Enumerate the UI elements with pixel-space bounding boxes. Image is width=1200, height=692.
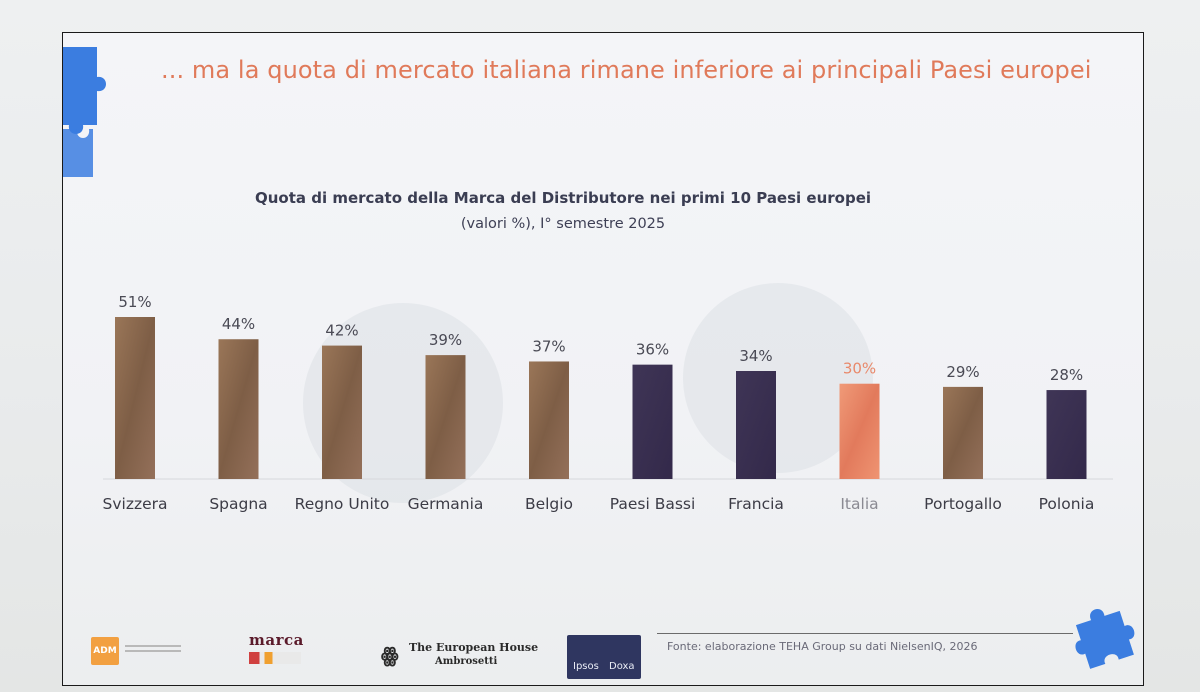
ipsos-label: Ipsos [573, 661, 599, 672]
bar-value-label: 39% [429, 331, 462, 349]
bar-value-label: 37% [532, 337, 565, 355]
category-label: Germania [408, 495, 484, 513]
adm-logo-mark: ADM [91, 637, 119, 665]
bar-polonia [1046, 390, 1087, 479]
ipsos-doxa-logo: Ipsos Doxa [567, 635, 641, 679]
doxa-label: Doxa [609, 661, 635, 672]
category-label: Portogallo [924, 495, 1002, 513]
category-label: Francia [728, 495, 784, 513]
bar-italia [839, 383, 880, 479]
teh-logo-line2: Ambrosetti [435, 656, 498, 667]
footer-divider [657, 633, 1073, 634]
marca-logo-word: marca [249, 631, 304, 649]
category-label: Regno Unito [295, 495, 390, 513]
chart-subtitle: (valori %), I° semestre 2025 [460, 216, 666, 232]
bar-value-label: 42% [325, 322, 358, 340]
category-label: Paesi Bassi [610, 495, 696, 513]
bar-value-label: 51% [118, 293, 151, 311]
category-label: Belgio [525, 495, 573, 513]
adm-logo: ADM [91, 637, 187, 667]
bar-value-label: 36% [636, 341, 669, 359]
puzzle-piece-icon [1075, 609, 1135, 669]
the-european-house-logo: ꙮ The European House Ambrosetti [381, 639, 538, 673]
bar-germania [425, 355, 466, 479]
category-label: Italia [840, 495, 878, 513]
bar-paesi-bassi [632, 364, 673, 479]
teh-symbol-icon: ꙮ [381, 643, 399, 667]
category-label: Spagna [209, 495, 267, 513]
category-label: Polonia [1039, 495, 1095, 513]
source-note: Fonte: elaborazione TEHA Group su dati N… [667, 640, 978, 653]
bar-value-label: 44% [222, 315, 255, 333]
bar-belgio [529, 361, 569, 479]
slide-title: ... ma la quota di mercato italiana rima… [161, 56, 1092, 84]
bar-chart: 51% Svizzera 44% Spagna 42% Regno Unito 39% Ger… [103, 293, 1113, 513]
chart-title: Quota di mercato della Marca del Distrib… [254, 189, 872, 207]
bar-francia [736, 371, 776, 479]
puzzle-piece-icon [63, 47, 106, 177]
marca-logo: marca [249, 631, 321, 671]
bar-svizzera [115, 317, 155, 479]
category-label: Svizzera [103, 495, 168, 513]
bar-value-label: 34% [739, 347, 772, 365]
bar-value-label: 29% [946, 363, 979, 381]
bar-spagna [218, 339, 259, 479]
bar-value-label: 30% [843, 360, 876, 378]
slide: ... ma la quota di mercato italiana rima… [62, 32, 1144, 686]
bar-regno-unito [322, 345, 362, 479]
bar-value-label: 28% [1050, 366, 1083, 384]
bar-portogallo [943, 386, 983, 479]
teh-logo-line1: The European House [409, 641, 539, 654]
